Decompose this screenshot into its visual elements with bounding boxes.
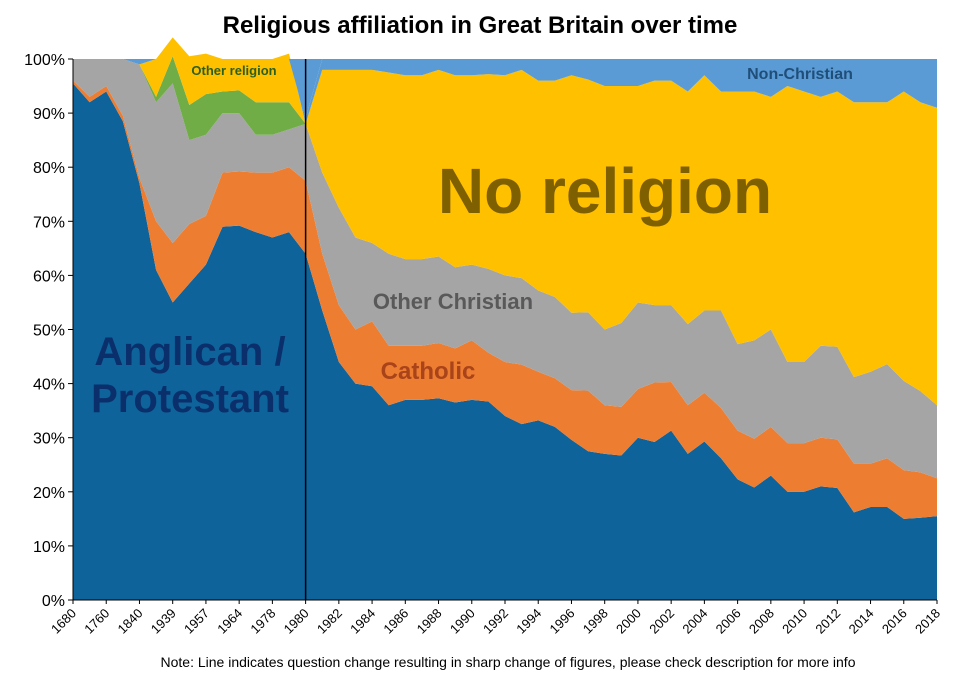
x-tick-label: 1939 [148,606,179,637]
x-tick-label: 2018 [912,606,943,637]
x-tick-label: 1986 [380,606,411,637]
x-tick-label: 1992 [480,606,511,637]
x-tick-label: 2008 [746,606,777,637]
x-tick-label: 2002 [646,606,677,637]
other-christian-area [73,59,937,479]
chart-note: Note: Line indicates question change res… [160,654,856,670]
y-tick-label: 70% [33,214,65,231]
other-religion-area [73,56,937,406]
y-tick-label: 90% [33,106,65,123]
x-tick-label: 1990 [447,606,478,637]
annotation-label: Protestant [91,377,289,421]
x-tick-label: 1988 [414,606,445,637]
x-tick-label: 2000 [613,606,644,637]
annotation-group: Anglican /Protestant Catholic Other Christ… [91,63,853,421]
catholic-area [73,80,937,519]
annotation-label: Catholic [381,358,476,385]
y-tick-label: 30% [33,431,65,448]
chart-title: Religious affiliation in Great Britain o… [222,12,738,39]
x-tick-label: 2006 [713,606,744,637]
annotation-label: Anglican / [94,330,285,374]
y-tick-label: 40% [33,377,65,394]
x-tick-label: 2016 [879,606,910,637]
x-tick-label: 1760 [81,606,112,637]
annotation-label: No religion [438,155,772,227]
x-tick-label: 1994 [513,606,544,637]
x-tick-label: 1964 [214,606,245,637]
annotation-label: Non-Christian [747,66,853,83]
x-tick-label: 1980 [281,606,312,637]
y-tick-label: 100% [24,52,65,69]
y-tick-label: 0% [42,593,65,610]
x-tick-label: 2014 [846,606,877,637]
anglican-protestant-area [73,83,937,601]
x-tick-label: 1957 [181,606,212,637]
area-series-group [73,37,937,601]
x-tick-label: 1996 [547,606,578,637]
x-tick-label: 1998 [580,606,611,637]
x-tick-label: 2010 [779,606,810,637]
x-tick-label: 2004 [679,606,710,637]
y-tick-label: 60% [33,268,65,285]
y-tick-label: 10% [33,539,65,556]
x-tick-label: 1680 [48,606,79,637]
x-tick-label: 2012 [812,606,843,637]
y-tick-label: 20% [33,485,65,502]
x-tick-label: 1984 [347,606,378,637]
x-tick-label: 1840 [115,606,146,637]
annotation-label: Other Christian [373,289,533,314]
annotation-label: Other religion [191,63,276,78]
y-tick-label: 80% [33,160,65,177]
x-tick-label: 1982 [314,606,345,637]
x-tick-label: 1978 [247,606,278,637]
y-tick-label: 50% [33,323,65,340]
no-religion-area [73,37,937,406]
